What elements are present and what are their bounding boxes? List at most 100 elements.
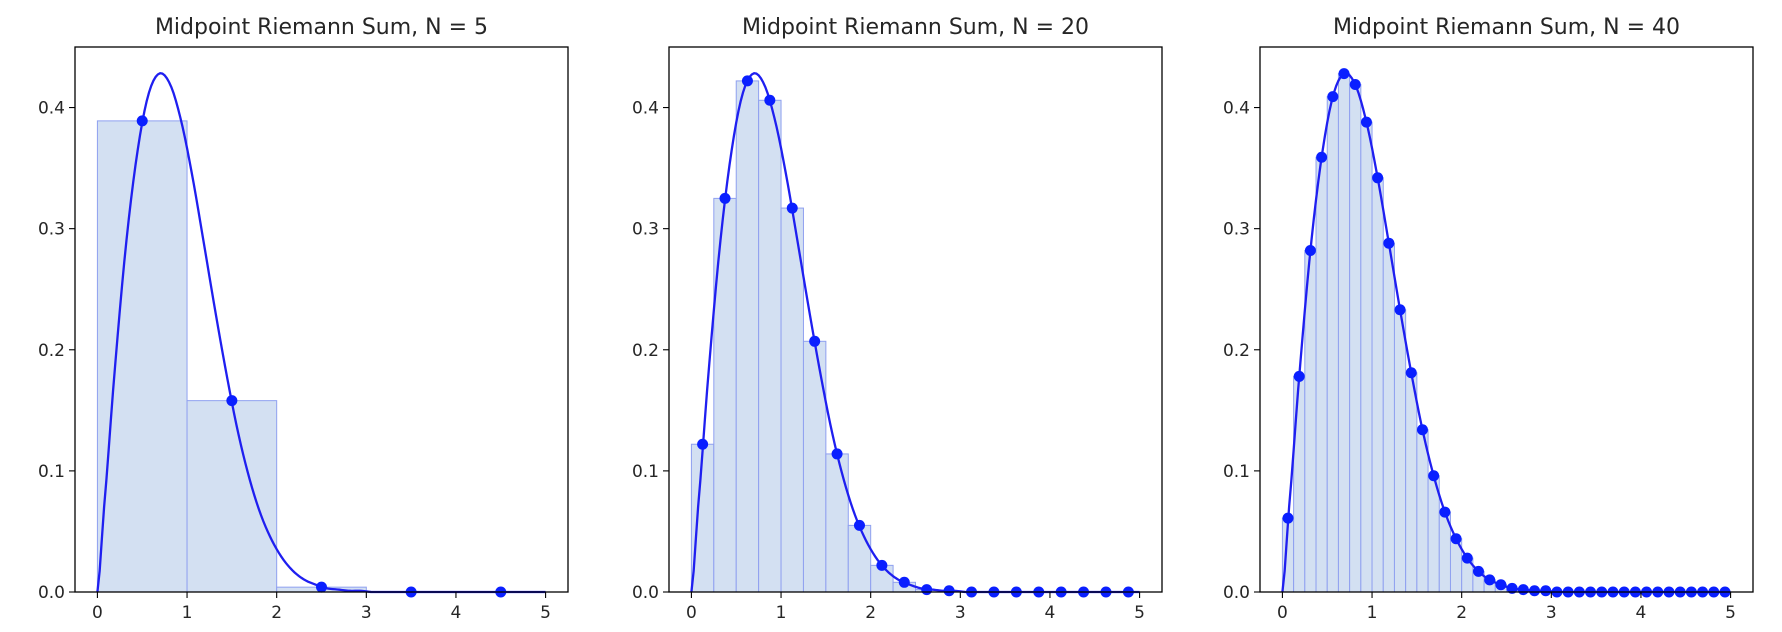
x-tick-label: 0	[1277, 603, 1288, 623]
riemann-bar	[1393, 309, 1407, 593]
x-tick-label: 4	[451, 603, 462, 623]
midpoint-marker	[853, 519, 865, 531]
midpoint-marker	[1304, 244, 1316, 256]
y-tick-label: 0.2	[632, 341, 659, 361]
x-tick-label: 5	[1725, 603, 1736, 623]
x-tick-label: 1	[776, 603, 787, 623]
midpoint-marker	[1416, 424, 1428, 436]
midpoint-marker	[809, 335, 821, 347]
y-tick-label: 0.2	[38, 341, 65, 361]
midpoint-marker	[316, 581, 327, 593]
chart-panel-1: 0 1 2 3 4 5 0.0 0.1 0.2 0.3 0.4 Midpoint Riemann Su…	[38, 15, 569, 623]
axes-frame	[1259, 46, 1754, 593]
midpoint-marker	[1529, 585, 1541, 597]
midpoint-marker	[1405, 367, 1417, 379]
y-tick-label: 0.2	[1223, 341, 1250, 361]
midpoint-marker	[1293, 370, 1305, 382]
riemann-bar	[780, 207, 804, 593]
x-tick-label: 3	[955, 603, 966, 623]
y-tick-label: 0.0	[38, 583, 65, 603]
chart-title: Midpoint Riemann Sum, N = 5	[155, 15, 488, 40]
y-tick-label: 0.3	[38, 220, 65, 240]
y-tick-label: 0.0	[1223, 583, 1250, 603]
midpoint-marker	[1484, 574, 1496, 586]
y-tick-label: 0.0	[632, 583, 659, 603]
midpoint-marker	[876, 559, 888, 571]
midpoint-marker	[1282, 512, 1294, 524]
riemann-bar	[825, 453, 849, 593]
midpoint-marker	[1327, 91, 1339, 103]
y-tick-label: 0.1	[632, 462, 659, 482]
x-tick-label: 3	[361, 603, 372, 623]
x-tick-label: 0	[92, 603, 103, 623]
riemann-bar	[1382, 242, 1395, 593]
riemann-bar	[1360, 121, 1373, 593]
riemann-bar	[758, 99, 782, 593]
riemann-bar	[1405, 372, 1418, 593]
chart-title: Midpoint Riemann Sum, N = 20	[742, 15, 1089, 40]
midpoint-marker	[831, 448, 843, 460]
midpoint-marker	[1540, 585, 1552, 597]
axes-frame	[74, 46, 569, 593]
x-tick-label: 4	[1636, 603, 1647, 623]
midpoint-marker	[1316, 151, 1328, 163]
chart-panel-2: 0 1 2 3 4 5 0.0 0.1 0.2 0.3 0.4 Midpoint Riemann Su…	[632, 15, 1163, 623]
riemann-bar	[735, 80, 760, 593]
y-tick-label: 0.4	[1223, 99, 1250, 119]
midpoint-marker	[898, 576, 910, 588]
x-tick-label: 3	[1546, 603, 1557, 623]
riemann-bar	[96, 120, 188, 593]
y-tick-label: 0.3	[1223, 220, 1250, 240]
midpoint-marker	[1472, 565, 1484, 577]
midpoint-marker	[786, 202, 798, 214]
midpoint-marker	[1338, 68, 1350, 80]
y-tick-label: 0.4	[38, 99, 65, 119]
x-tick-label: 2	[1456, 603, 1467, 623]
riemann-bar	[1371, 177, 1384, 593]
midpoint-marker	[1517, 584, 1529, 596]
riemann-bar	[186, 400, 278, 593]
midpoint-marker	[1383, 237, 1395, 249]
riemann-bar	[1416, 429, 1429, 593]
midpoint-marker	[226, 395, 238, 407]
x-tick-label: 2	[271, 603, 282, 623]
midpoint-marker	[719, 192, 731, 204]
midpoint-marker	[1495, 579, 1507, 591]
midpoint-marker	[1394, 304, 1406, 316]
chart-title: Midpoint Riemann Sum, N = 40	[1333, 15, 1680, 40]
midpoint-marker	[697, 438, 709, 450]
midpoint-marker	[741, 75, 753, 87]
x-tick-label: 0	[686, 603, 697, 623]
x-tick-label: 1	[182, 603, 193, 623]
riemann-bar	[713, 197, 737, 593]
midpoint-marker	[921, 584, 933, 596]
y-tick-label: 0.4	[632, 99, 659, 119]
riemann-bar	[1326, 96, 1339, 593]
y-tick-label: 0.1	[38, 462, 65, 482]
riemann-bar	[1293, 375, 1306, 593]
y-tick-label: 0.3	[632, 220, 659, 240]
midpoint-marker	[1439, 506, 1451, 518]
x-tick-label: 1	[1367, 603, 1378, 623]
midpoint-marker	[764, 94, 776, 106]
riemann-bar	[847, 524, 872, 593]
x-tick-label: 2	[865, 603, 876, 623]
x-tick-label: 5	[540, 603, 551, 623]
x-tick-label: 5	[1134, 603, 1145, 623]
midpoint-marker	[1372, 172, 1384, 184]
midpoint-marker	[1461, 552, 1473, 564]
midpoint-marker	[1450, 533, 1462, 545]
midpoint-marker	[136, 115, 148, 127]
riemann-bar	[1337, 73, 1351, 593]
axes-frame	[668, 46, 1163, 593]
chart-panel-3: 0 1 2 3 4 5 0.0 0.1 0.2 0.3 0.4 Midpoint Riemann Su…	[1223, 15, 1754, 623]
midpoint-marker	[1349, 79, 1361, 91]
y-tick-label: 0.1	[1223, 462, 1250, 482]
midpoint-marker	[1360, 116, 1372, 128]
midpoint-marker	[943, 585, 955, 597]
x-tick-label: 4	[1045, 603, 1056, 623]
riemann-bar	[1349, 84, 1362, 593]
midpoint-marker	[1506, 582, 1518, 594]
midpoint-marker	[1428, 470, 1440, 482]
